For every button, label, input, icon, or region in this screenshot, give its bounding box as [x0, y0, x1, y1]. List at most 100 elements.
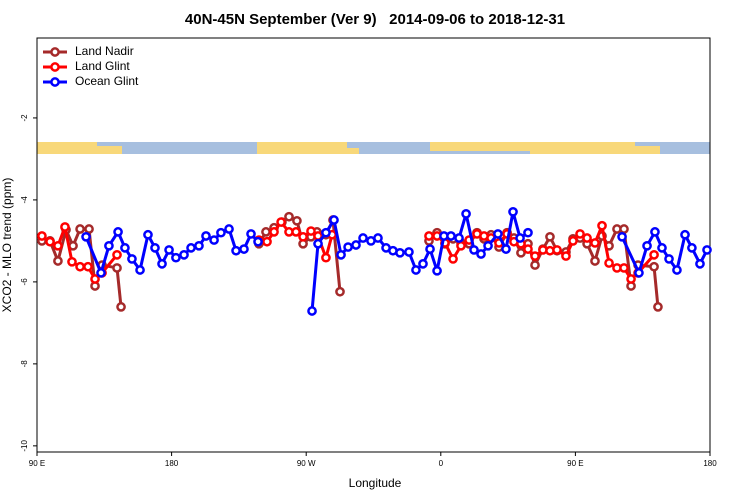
data-point	[418, 259, 428, 269]
data-point	[81, 231, 91, 242]
data-point	[104, 240, 114, 251]
data-point	[321, 252, 331, 263]
legend-label: Land Nadir	[75, 44, 134, 58]
data-point	[313, 238, 323, 249]
data-point	[649, 261, 659, 272]
data-point	[657, 243, 667, 253]
data-point	[619, 224, 629, 234]
x-tick-label: 0	[439, 459, 444, 468]
data-point	[469, 245, 479, 255]
data-point	[395, 247, 405, 258]
x-tick-label: 90 E	[29, 459, 45, 468]
data-point	[568, 236, 578, 246]
data-point	[483, 240, 493, 251]
data-point	[476, 249, 486, 259]
data-point	[432, 265, 442, 276]
y-tick-label: -6	[20, 278, 29, 286]
data-point	[127, 254, 137, 264]
x-tick-label: 90 E	[567, 459, 583, 468]
data-point	[179, 249, 189, 260]
data-point	[157, 259, 167, 269]
data-point	[135, 265, 145, 275]
y-tick-label: -10	[20, 440, 29, 452]
data-point	[424, 231, 434, 241]
data-point	[604, 258, 614, 268]
y-tick-label: -8	[20, 360, 29, 368]
data-point	[112, 249, 122, 260]
data-point	[650, 227, 660, 237]
data-point	[515, 233, 525, 243]
data-point	[446, 231, 456, 241]
data-point	[112, 263, 122, 273]
y-axis-title: XCO2 - MLO trend (ppm)	[0, 178, 14, 313]
data-point	[75, 261, 85, 272]
data-point	[321, 227, 331, 238]
data-point	[171, 252, 181, 263]
data-point	[695, 259, 705, 269]
legend-label: Land Glint	[75, 59, 130, 73]
data-point	[75, 224, 85, 234]
data-point	[530, 251, 540, 261]
map-strip	[37, 142, 710, 154]
data-point	[67, 256, 77, 267]
data-point	[516, 247, 526, 258]
data-point	[60, 222, 70, 232]
data-point	[448, 254, 458, 264]
data-point	[501, 244, 511, 254]
x-tick-label: 90 W	[297, 459, 316, 468]
data-point	[224, 224, 234, 234]
data-point	[291, 227, 301, 237]
data-point	[523, 244, 533, 254]
data-point	[545, 231, 555, 242]
data-point	[425, 244, 435, 254]
data-point	[150, 243, 160, 253]
legend-marker	[50, 47, 60, 57]
data-point	[454, 233, 464, 243]
data-point	[702, 245, 712, 255]
data-point	[239, 244, 249, 254]
data-point	[231, 245, 241, 256]
data-point	[617, 231, 627, 242]
data-point	[209, 235, 219, 245]
data-point	[306, 226, 316, 236]
data-point	[307, 306, 317, 316]
x-tick-label: 180	[165, 459, 179, 468]
data-point	[53, 256, 63, 266]
data-point	[261, 227, 271, 237]
legend-marker	[50, 62, 60, 72]
data-point	[590, 238, 600, 248]
legend-label: Ocean Glint	[75, 74, 139, 88]
data-point	[262, 236, 272, 247]
y-tick-label: -2	[20, 114, 29, 122]
data-point	[143, 229, 153, 240]
data-point	[619, 263, 629, 273]
data-point	[687, 243, 697, 253]
data-point	[664, 254, 674, 264]
data-point	[680, 229, 690, 240]
data-point	[493, 229, 503, 239]
y-tick-label: -4	[20, 196, 29, 204]
x-tick-label: 180	[703, 459, 717, 468]
data-point	[90, 274, 100, 284]
data-point	[582, 233, 592, 243]
data-point	[530, 260, 540, 270]
data-point	[186, 243, 196, 253]
data-point	[552, 245, 562, 255]
data-point	[269, 227, 279, 237]
data-point	[575, 229, 585, 239]
x-axis-title: Longitude	[349, 476, 402, 490]
data-point	[642, 240, 652, 251]
data-point	[292, 215, 302, 226]
data-point	[508, 206, 518, 217]
data-point	[456, 240, 466, 251]
data-point	[653, 302, 663, 312]
data-point	[284, 211, 294, 222]
data-point	[411, 265, 421, 275]
data-point	[83, 261, 93, 272]
data-point	[201, 231, 211, 241]
data-point	[561, 251, 571, 261]
data-point	[120, 243, 130, 253]
data-point	[329, 215, 339, 225]
data-point	[216, 227, 226, 238]
